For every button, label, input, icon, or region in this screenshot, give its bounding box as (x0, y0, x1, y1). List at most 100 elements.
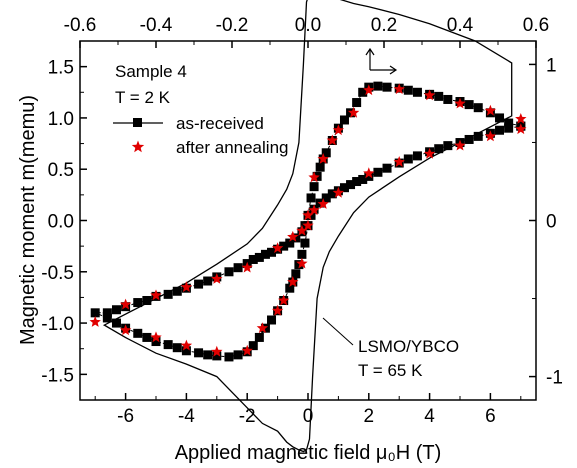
after-annealing-point (271, 242, 284, 253)
top-tick-label: 0.0 (295, 15, 321, 36)
legend: as-received after annealing (113, 114, 288, 157)
right-tick-label: -1 (546, 368, 563, 389)
legend-entry-after-annealing: after annealing (131, 138, 288, 157)
y-tick-label: -0.5 (41, 263, 74, 284)
as-received-point (285, 238, 295, 248)
as-received-point (434, 144, 444, 154)
after-annealing-point (180, 281, 193, 292)
y-tick-label: -1.5 (41, 365, 74, 386)
as-received-point (346, 180, 356, 190)
temperature-annotation: T = 2 K (115, 88, 171, 107)
y-tick-label: 1.5 (48, 58, 74, 79)
after-annealing-point (484, 104, 497, 116)
after-annealing-point (150, 331, 162, 343)
top-tick-label: -0.4 (140, 15, 173, 36)
as-received-point (382, 163, 392, 173)
after-annealing-point (119, 298, 132, 310)
as-received-point (364, 171, 374, 181)
right-tick-label: 1 (546, 55, 557, 76)
as-received-point (194, 279, 204, 289)
after-annealing-point (256, 322, 269, 334)
arrow-right-head (389, 65, 398, 75)
lsmo-curve-layer (102, 0, 513, 453)
as-received-point (248, 341, 258, 351)
as-received-point (358, 174, 368, 184)
x-tick-label: -2 (239, 406, 256, 427)
as-received-point (306, 193, 316, 203)
sample-annotation: Sample 4 (115, 62, 187, 81)
as-received-point (443, 141, 453, 151)
as-received-point (233, 263, 243, 273)
as-received-point (163, 340, 173, 350)
after-annealing-point (393, 156, 405, 167)
after-annealing-point (180, 339, 193, 351)
as-received-point (142, 332, 152, 342)
arrow-up-head (365, 47, 375, 56)
as-received-point (163, 289, 173, 299)
legend-square-marker (133, 118, 142, 127)
after-annealing-point (241, 261, 253, 273)
as-received-point (294, 260, 304, 270)
x-tick-label: 6 (485, 406, 496, 427)
as-received-point (212, 351, 222, 361)
top-tick-label: 0.6 (523, 15, 549, 36)
as-received-point (352, 98, 362, 108)
as-received-point (373, 81, 383, 91)
as-received-point (309, 182, 319, 192)
as-received-point (142, 296, 152, 306)
legend-label-after-annealing: after annealing (176, 138, 288, 157)
as-received-point (181, 346, 191, 356)
after-annealing-point (211, 345, 223, 357)
after-annealing-point (308, 171, 320, 183)
after-annealing-point (332, 186, 345, 198)
after-annealing-point (241, 344, 253, 356)
as-received-point (260, 249, 270, 259)
as-received-point (412, 87, 422, 97)
as-received-point (133, 328, 143, 338)
as-received-point (473, 131, 483, 141)
after-annealing-point (454, 97, 466, 109)
after-annealing-point (363, 84, 375, 96)
as-received-point (291, 233, 301, 243)
after-annealing-point (287, 230, 299, 242)
as-received-point (254, 332, 264, 342)
as-received-point (464, 134, 474, 144)
after-annealing-point (515, 113, 527, 124)
as-received-point (382, 82, 392, 92)
as-received-point (291, 269, 301, 279)
x-tick-label: -6 (117, 406, 134, 427)
top-tick-label: 0.2 (371, 15, 397, 36)
top-tick-label: -0.6 (64, 15, 97, 36)
top-tick-label: -0.2 (216, 15, 249, 36)
as-received-point (279, 241, 289, 251)
as-received-point (111, 318, 121, 328)
after-annealing-point (302, 209, 314, 221)
as-received-point (412, 151, 422, 161)
after-annealing-point (326, 134, 338, 146)
as-received-point (267, 247, 277, 257)
as-received-point (203, 276, 213, 286)
as-received-point (327, 189, 337, 199)
as-received-point (248, 254, 258, 264)
as-received-point (443, 94, 453, 104)
as-received-point (172, 286, 182, 296)
y-tick-label: 1.0 (48, 109, 74, 130)
corner-arrows (365, 47, 398, 75)
ticks-layer: -6 -4 -2 0 2 4 6 -1.5 -1.0 -0.5 0.0 0.5 1.0 1.5 -0.6 -0… (41, 15, 563, 427)
after-annealing-point (423, 147, 436, 159)
as-received-point (473, 103, 483, 113)
after-annealing-point (308, 204, 320, 216)
as-received-point (504, 118, 514, 128)
as-received-point (203, 350, 213, 360)
y-tick-label: 0.0 (48, 212, 74, 233)
as-received-point (151, 337, 161, 347)
lsmo-callout-line (322, 317, 354, 346)
as-received-point (504, 123, 514, 133)
y-tick-label: 0.5 (48, 160, 74, 181)
x-axis-title: Applied magnetic field μ₀H (T) (175, 442, 442, 464)
as-received-point (300, 238, 310, 248)
after-annealing-point (332, 124, 345, 136)
x-tick-label: -4 (178, 406, 195, 427)
as-received-point (267, 315, 277, 325)
as-received-point (339, 183, 349, 193)
